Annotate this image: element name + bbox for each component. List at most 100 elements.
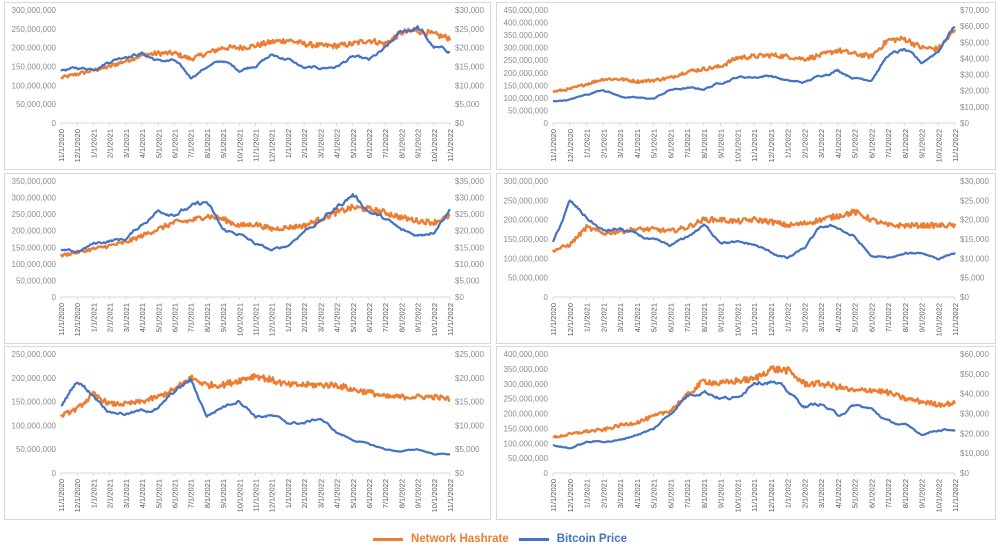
- left-axis-tick: 400,000,000: [504, 350, 549, 359]
- x-axis-tick-label: 2/1/2022: [800, 479, 809, 508]
- chart-svg: 0 50,000,000 100,000,000 150,000,000 200,000…: [504, 177, 990, 336]
- x-axis-tick-label: 2/1/2021: [106, 479, 115, 508]
- x-axis-tick-label: 6/1/2022: [867, 479, 876, 508]
- left-axis-tick: 300,000,000: [12, 194, 57, 203]
- x-axis-tick-label: 9/1/2021: [219, 303, 228, 332]
- left-axis-tick: 200,000,000: [12, 374, 57, 383]
- legend-swatch-price: [518, 537, 549, 541]
- x-axis-tick-label: 4/1/2021: [138, 303, 147, 332]
- x-axis-tick-label: 2/1/2022: [300, 129, 309, 158]
- left-axis-tick: 300,000,000: [504, 177, 549, 186]
- right-axis-tick: $35,000: [455, 177, 484, 186]
- x-axis-tick-label: 1/1/2021: [89, 129, 98, 158]
- x-axis-tick-label: 7/1/2021: [187, 129, 196, 158]
- x-axis-tick-label: 4/1/2021: [633, 303, 642, 332]
- right-axis-tick: $50,000: [960, 370, 989, 379]
- left-axis-tick: 0: [52, 469, 57, 478]
- chart-svg: 0 50,000,000 100,000,000 150,000,000 200,000…: [12, 177, 485, 336]
- left-axis-tick: 200,000,000: [12, 44, 57, 53]
- x-axis-tick-label: 5/1/2022: [851, 479, 860, 508]
- x-axis-tick-label: 5/1/2022: [349, 303, 358, 332]
- right-axis-tick: $30,000: [960, 71, 989, 80]
- x-axis-tick-label: 2/1/2022: [800, 129, 809, 158]
- x-axis-tick-label: 11/1/2021: [750, 479, 759, 512]
- x-axis-tick-label: 12/1/2021: [767, 303, 776, 336]
- legend-swatch-hashrate: [372, 537, 403, 541]
- x-axis-tick-label: 6/1/2021: [170, 303, 179, 332]
- x-axis-tick-label: 12/1/2020: [566, 303, 575, 336]
- x-axis-tick-label: 5/1/2021: [154, 479, 163, 508]
- left-axis-tick: 100,000,000: [504, 439, 549, 448]
- right-axis-tick: $10,000: [960, 254, 989, 263]
- left-axis-tick: 250,000,000: [504, 395, 549, 404]
- x-axis-tick-label: 7/1/2021: [683, 129, 692, 158]
- x-axis-tick-label: 11/1/2021: [750, 303, 759, 336]
- left-axis-tick: 0: [544, 469, 549, 478]
- left-axis-tick: 0: [52, 293, 57, 302]
- x-axis-tick-label: 9/1/2021: [219, 129, 228, 158]
- right-axis-tick: $15,000: [455, 243, 484, 252]
- x-axis-tick-label: 10/1/2021: [733, 479, 742, 512]
- left-axis-tick: 150,000,000: [12, 398, 57, 407]
- x-axis-tick-label: 10/1/2021: [235, 129, 244, 162]
- x-axis-tick-label: 11/1/2020: [549, 479, 558, 512]
- series-line-hashrate: [552, 365, 957, 439]
- x-axis-tick-label: 10/1/2022: [934, 479, 943, 512]
- right-axis-tick: $0: [455, 293, 464, 302]
- series-line-hashrate: [59, 203, 451, 258]
- right-axis-tick: $10,000: [455, 81, 484, 90]
- left-axis-tick: 100,000,000: [504, 254, 549, 263]
- x-axis-tick-label: 9/1/2022: [414, 479, 423, 508]
- x-axis-tick-label: 1/1/2021: [89, 479, 98, 508]
- chart-svg: 0 50,000,000 100,000,000 150,000,000 200,000…: [12, 6, 485, 162]
- x-axis-tick-label: 6/1/2021: [666, 479, 675, 508]
- x-axis-tick-label: 9/1/2022: [918, 479, 927, 508]
- x-axis-tick-label: 6/1/2022: [365, 479, 374, 508]
- chart-svg: 0 50,000,000 100,000,000 150,000,000 200,000…: [12, 350, 485, 512]
- left-axis-tick: 250,000,000: [12, 25, 57, 34]
- left-axis-tick: 150,000,000: [504, 235, 549, 244]
- x-axis-tick-label: 3/1/2022: [817, 479, 826, 508]
- right-axis-tick: $40,000: [960, 54, 989, 63]
- left-axis-tick: 250,000,000: [12, 210, 57, 219]
- legend-item-hashrate: Network Hashrate: [372, 533, 509, 545]
- right-axis-tick: $0: [960, 293, 969, 302]
- right-axis-tick: $20,000: [455, 44, 484, 53]
- x-axis-tick-label: 1/1/2021: [89, 303, 98, 332]
- right-axis-tick: $5,000: [455, 445, 480, 454]
- left-axis-tick: 150,000,000: [12, 63, 57, 72]
- x-axis-tick-label: 4/1/2021: [633, 479, 642, 508]
- right-axis-tick: $15,000: [960, 235, 989, 244]
- right-axis-tick: $20,000: [455, 227, 484, 236]
- x-axis-tick-label: 8/1/2022: [397, 303, 406, 332]
- left-axis-tick: 300,000,000: [12, 6, 57, 15]
- x-axis-tick-label: 11/1/2022: [446, 303, 455, 336]
- x-axis-tick-label: 4/1/2021: [633, 129, 642, 158]
- x-axis-tick-label: 3/1/2021: [616, 129, 625, 158]
- x-axis-tick-label: 11/1/2020: [57, 129, 66, 162]
- left-axis-tick: 250,000,000: [504, 56, 549, 65]
- x-axis-tick-label: 11/1/2021: [252, 479, 261, 512]
- x-axis-tick-label: 7/1/2021: [187, 479, 196, 508]
- x-axis-tick-label: 6/1/2022: [365, 129, 374, 158]
- left-axis-tick: 50,000,000: [16, 445, 57, 454]
- x-axis-tick-label: 4/1/2021: [138, 129, 147, 158]
- right-axis-tick: $25,000: [455, 210, 484, 219]
- x-axis-tick-label: 4/1/2022: [333, 303, 342, 332]
- x-axis-tick-label: 12/1/2021: [268, 129, 277, 162]
- right-axis-tick: $5,000: [960, 274, 985, 283]
- x-axis-tick-label: 8/1/2022: [901, 479, 910, 508]
- x-axis-tick-label: 6/1/2022: [365, 303, 374, 332]
- x-axis-tick-label: 12/1/2020: [73, 303, 82, 336]
- right-axis-tick: $5,000: [455, 100, 480, 109]
- x-axis-tick-label: 1/1/2021: [583, 479, 592, 508]
- x-axis-tick-label: 1/1/2022: [784, 303, 793, 332]
- x-axis-tick-label: 3/1/2021: [122, 303, 131, 332]
- x-axis-tick-label: 1/1/2021: [583, 129, 592, 158]
- right-axis-tick: $40,000: [960, 390, 989, 399]
- right-axis-tick: $30,000: [455, 194, 484, 203]
- x-axis-tick-label: 9/1/2021: [717, 303, 726, 332]
- x-axis-tick-label: 1/1/2022: [784, 129, 793, 158]
- x-axis-tick-label: 3/1/2021: [616, 479, 625, 508]
- x-axis-tick-label: 12/1/2020: [73, 479, 82, 512]
